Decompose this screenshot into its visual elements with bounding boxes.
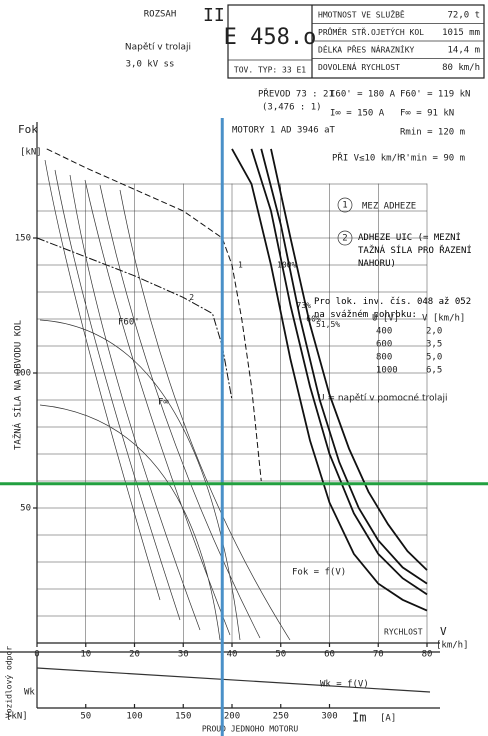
factory-type: TOV. TYP: 33 E1 — [234, 66, 306, 75]
x-tick-label: 0 — [34, 650, 39, 660]
spec-name: HMOTNOST VE SLUŽBĚ — [318, 9, 405, 20]
table-cell: 5,0 — [426, 353, 442, 363]
x-tick-label: 20 — [129, 650, 140, 660]
x-tick-label: 30 — [178, 650, 189, 660]
table-cell: 600 — [376, 340, 392, 350]
x-tick-label: 70 — [373, 650, 384, 660]
x-symbol: V — [440, 625, 447, 638]
spec-value: 14,4 m — [447, 46, 480, 56]
note-num: 1 — [342, 201, 347, 211]
table-cell: 2,0 — [426, 327, 442, 337]
gear: PŘEVOD 73 : 21 — [258, 88, 334, 100]
x-tick-label: 60 — [324, 650, 335, 660]
current-tick-label: 250 — [273, 712, 289, 722]
range-label: ROZSAH — [144, 10, 177, 20]
curve — [250, 148, 428, 596]
spec: F∞ = 91 kN — [400, 109, 454, 119]
x-tick-label: 80 — [422, 650, 433, 660]
note-circle — [337, 197, 353, 213]
x-tick-label: 40 — [227, 650, 238, 660]
spec-value: 1015 mm — [442, 28, 480, 38]
model: E 458.o — [224, 25, 317, 50]
y-tick-label: 100 — [15, 369, 31, 379]
table-cell: 800 — [376, 353, 392, 363]
curve-label: 51,5% — [316, 320, 340, 329]
current-unit: [A] — [380, 714, 396, 724]
spec-name: DÉLKA PŘES NÁRAZNÍKY — [318, 44, 415, 55]
spec: F60' = 119 kN — [400, 90, 470, 100]
curve-label: 100% — [277, 261, 296, 270]
table-caption: Pro lok. inv. čís. 048 až 052 na svážném… — [314, 297, 472, 320]
curve — [260, 148, 428, 585]
spec: I∞ = 150 A — [330, 109, 385, 119]
resistance-symbol: Wk — [24, 688, 35, 698]
resistance-label: Vozidlový odpor — [5, 646, 14, 718]
current-tick-label: 300 — [321, 712, 337, 722]
table-cell: 1000 — [376, 366, 398, 376]
y-label: TAŽNÁ SÍLA NA OBVODU KOL — [12, 320, 24, 450]
table-cell: 400 — [376, 327, 392, 337]
table-cell: 3,5 — [426, 340, 442, 350]
table-head: U [V] — [372, 314, 399, 324]
curve-label: 2 — [189, 293, 194, 302]
note: MEZ ADHEZE — [362, 202, 416, 212]
table-cell: 6,5 — [426, 366, 442, 376]
curve-label: 60% — [306, 315, 321, 324]
x-label: RYCHLOST — [384, 628, 423, 637]
resistance-unit: [kN] — [6, 712, 28, 722]
ratio: (3,476 : 1) — [262, 103, 322, 113]
x-unit: [km/h] — [436, 641, 469, 651]
current-tick-label: 50 — [80, 712, 91, 722]
y-symbol: Fok — [18, 123, 38, 136]
voltage: 3,0 kV ss — [126, 60, 175, 70]
curve-label: Fok = f(V) — [292, 568, 346, 578]
spec-box — [227, 4, 485, 79]
table-head: V [km/h] — [422, 314, 465, 324]
current-label: Im — [352, 711, 366, 725]
decor-curve — [39, 159, 291, 641]
current-tick-label: 150 — [175, 712, 191, 722]
spec: Rmin = 120 m — [400, 128, 465, 138]
resistance-line — [36, 667, 431, 693]
curve — [46, 148, 262, 482]
spec-name: PRŮMĚR STŘ.OJETÝCH KOL — [318, 26, 424, 37]
x-tick-label: 50 — [275, 650, 286, 660]
y-tick-label: 50 — [20, 504, 31, 514]
y-tick-label: 150 — [15, 234, 31, 244]
spec: R'min = 90 m — [400, 154, 465, 164]
specs: HMOTNOST VE SLUŽBĚ 72,0 t PRŮMĚR STŘ.OJETÝ… — [312, 9, 484, 73]
spec: PŘI V≤10 km/h — [332, 152, 402, 164]
note-num: 2 — [342, 234, 347, 244]
hump-table: U [V] V [km/h] 400 2,0 600 3,5 800 5,0 1000 6,5 — [372, 314, 465, 376]
voltage-label: Napětí v trolaji — [125, 43, 191, 53]
motors: MOTORY 1 AD 3946 aT — [232, 126, 336, 136]
current-title: PROUD JEDNOHO MOTORU — [202, 725, 299, 734]
current-tick-label: 100 — [126, 712, 142, 722]
curve-label: F∞ — [158, 398, 169, 408]
curve-label: 73% — [297, 301, 312, 310]
x-tick-label: 10 — [80, 650, 91, 660]
spec-name: DOVOLENÁ RYCHLOST — [318, 61, 400, 72]
y-unit: [kN] — [20, 148, 42, 158]
current-tick-label: 200 — [224, 712, 240, 722]
range: II — [203, 5, 225, 26]
curve-label: 1 — [238, 261, 243, 270]
curve-label: F60' — [118, 318, 140, 328]
resistance-curve: Wk = f(V) — [320, 680, 369, 690]
aux-note: U = napětí v pomocné trolaji — [318, 393, 448, 404]
spec-value: 72,0 t — [447, 11, 480, 21]
spec-value: 80 km/h — [442, 63, 480, 73]
curve — [231, 148, 428, 612]
spec: I60' = 180 A — [330, 90, 396, 100]
table-caption-box: Pro lok. inv. čís. 048 až 052 na svážném… — [314, 297, 472, 320]
curve — [270, 148, 428, 571]
